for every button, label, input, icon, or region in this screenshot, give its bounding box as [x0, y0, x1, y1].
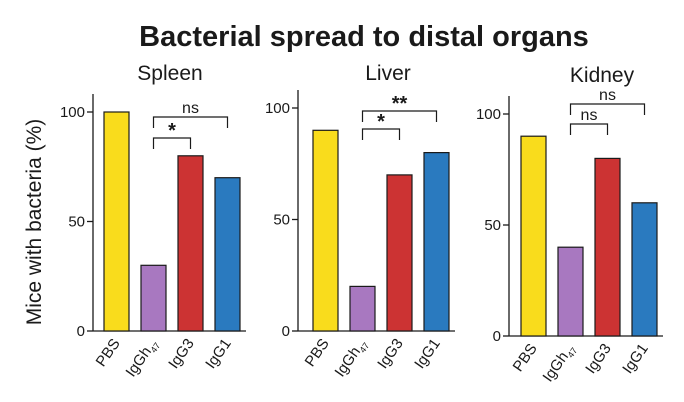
y-tick-label: 100 — [60, 104, 85, 121]
bar-pbs — [103, 111, 130, 332]
x-tick-label: PBS — [510, 341, 541, 375]
bar-iggh — [349, 285, 376, 332]
significance-bracket — [152, 116, 229, 128]
x-tick-label: IgG3 — [582, 341, 615, 377]
y-tick-label: 50 — [484, 217, 501, 234]
x-tick-label: IgG1 — [411, 336, 444, 372]
x-tick-subscript: 47 — [565, 346, 579, 360]
significance-bracket — [569, 123, 609, 135]
bar-iggh — [557, 246, 584, 337]
bar-pbs — [312, 129, 339, 332]
significance-label: ns — [581, 107, 598, 124]
panel-title: Liver — [365, 62, 411, 85]
y-tick-label: 50 — [273, 212, 290, 229]
x-tick-subscript: 47 — [148, 341, 162, 355]
y-tick-label: 0 — [493, 328, 501, 345]
bar-iggh — [140, 264, 167, 332]
panel-title: Kidney — [570, 64, 635, 87]
bar-igg3 — [177, 155, 204, 332]
y-tick-label: 100 — [476, 106, 501, 123]
x-tick-label: PBS — [93, 336, 124, 370]
bar-igg3 — [594, 157, 621, 337]
x-tick-subscript: 47 — [357, 341, 371, 355]
bar-igg1 — [214, 177, 241, 332]
x-tick-label: IgG3 — [374, 336, 407, 372]
x-tick-label: IgG1 — [202, 336, 235, 372]
y-tick-label: 0 — [77, 323, 85, 340]
bar-igg1 — [631, 202, 658, 337]
y-tick-label: 50 — [68, 214, 85, 231]
y-axis-label: Mice with bacteria (%) — [23, 119, 46, 326]
significance-bracket — [569, 103, 646, 115]
bar-igg1 — [423, 152, 450, 332]
bar-pbs — [520, 135, 547, 337]
significance-bracket — [361, 128, 401, 140]
x-tick-label: IgGh47 — [331, 336, 371, 382]
panel-title: Spleen — [137, 62, 202, 85]
x-tick-label: IgGh47 — [539, 341, 579, 387]
significance-label: ns — [599, 87, 616, 104]
significance-label: ** — [392, 93, 408, 115]
significance-label: * — [168, 120, 176, 142]
significance-label: * — [377, 111, 385, 133]
x-tick-label: IgGh47 — [122, 336, 162, 382]
x-tick-label: PBS — [302, 336, 333, 370]
y-tick-label: 0 — [282, 323, 290, 340]
chart-title: Bacterial spread to distal organs — [139, 21, 589, 53]
y-tick-label: 100 — [265, 100, 290, 117]
x-tick-label: IgG3 — [165, 336, 198, 372]
significance-bracket — [361, 110, 438, 122]
x-tick-label: IgG1 — [619, 341, 652, 377]
bar-igg3 — [386, 174, 413, 332]
significance-bracket — [152, 137, 192, 149]
significance-label: ns — [182, 100, 199, 117]
